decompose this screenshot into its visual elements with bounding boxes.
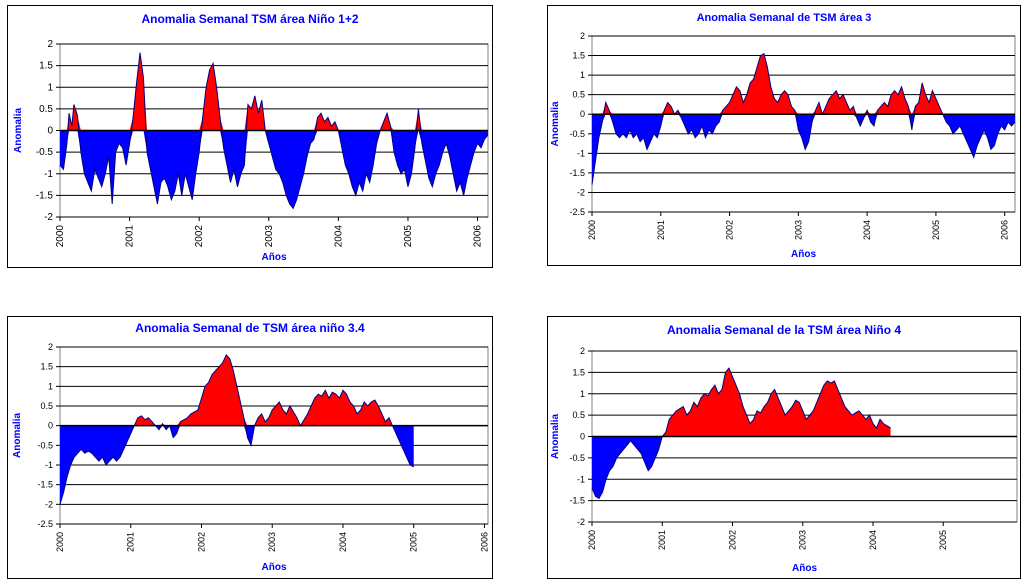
x-tick-label: 2005 bbox=[938, 530, 948, 550]
y-tick-label: 1 bbox=[580, 70, 585, 80]
y-tick-label: 2 bbox=[580, 31, 585, 41]
y-tick-label: 0.5 bbox=[572, 410, 585, 420]
y-tick-label: 1.5 bbox=[39, 61, 53, 72]
negative-anomaly-area bbox=[60, 130, 488, 209]
y-tick-label: -2 bbox=[577, 517, 585, 527]
x-tick-label: 2001 bbox=[657, 530, 667, 550]
y-tick-label: -0.5 bbox=[569, 453, 585, 463]
y-tick-label: 0 bbox=[580, 432, 585, 442]
anomaly-series-line bbox=[59, 52, 489, 210]
x-tick-label: 2004 bbox=[333, 225, 344, 248]
x-tick-label: 2001 bbox=[656, 220, 666, 240]
x-axis-label: Años bbox=[791, 249, 816, 260]
y-tick-label: -2 bbox=[44, 212, 53, 223]
y-tick-label: -1 bbox=[44, 169, 53, 180]
x-tick-label: 2003 bbox=[798, 530, 808, 550]
x-tick-label: 2000 bbox=[55, 532, 65, 552]
x-tick-label: 2001 bbox=[126, 532, 136, 552]
chart-panel-nino4: 2 1.5 1 0.5 0 -0.5 -1 -1.5 -2 2000 2001 2002 2003 200… bbox=[547, 316, 1021, 579]
y-axis-label: Anomalia bbox=[550, 101, 561, 146]
y-tick-label: -2.5 bbox=[37, 519, 53, 529]
x-tick-label: 2000 bbox=[587, 530, 597, 550]
plot-area bbox=[59, 346, 489, 525]
y-tick-label: -0.5 bbox=[36, 147, 54, 158]
y-tick-label: 0 bbox=[47, 126, 53, 137]
y-tick-label: -0.5 bbox=[569, 129, 585, 139]
y-tick-label: -2 bbox=[577, 187, 585, 197]
positive-anomaly-area bbox=[592, 368, 891, 437]
x-tick-label: 2004 bbox=[868, 530, 878, 550]
anomaly-series-line bbox=[591, 367, 891, 500]
chart-title: Anomalia Semanal de la TSM área Niño 4 bbox=[667, 323, 901, 337]
negative-anomaly-area bbox=[592, 114, 1015, 185]
y-axis-label: Anomalia bbox=[12, 413, 23, 458]
x-tick-label: 2001 bbox=[125, 225, 136, 248]
x-axis-label: Años bbox=[792, 563, 817, 574]
x-tick-label: 2000 bbox=[55, 225, 66, 248]
y-tick-label: 0.5 bbox=[39, 104, 53, 115]
x-axis-label: Años bbox=[262, 562, 287, 573]
y-tick-label: -2 bbox=[45, 499, 53, 509]
y-tick-label: 0 bbox=[48, 421, 53, 431]
x-tick-label: 2006 bbox=[479, 532, 489, 552]
x-tick-label: 2005 bbox=[931, 220, 941, 240]
chart-title: Anomalia Semanal de TSM área niño 3.4 bbox=[135, 321, 365, 335]
x-tick-label: 2006 bbox=[1000, 220, 1010, 240]
y-tick-label: -1 bbox=[577, 474, 585, 484]
anomaly-series-line bbox=[59, 353, 414, 505]
anomaly-series-line bbox=[591, 52, 1016, 185]
x-tick-label: 2000 bbox=[587, 220, 597, 240]
x-tick-label: 2006 bbox=[473, 225, 484, 248]
negative-anomaly-area bbox=[60, 425, 414, 505]
x-tick-label: 2004 bbox=[338, 532, 348, 552]
x-tick-label: 2003 bbox=[793, 220, 803, 240]
y-tick-label: -1.5 bbox=[569, 496, 585, 506]
y-tick-label: 1.5 bbox=[572, 367, 585, 377]
x-tick-label: 2005 bbox=[403, 225, 414, 248]
positive-anomaly-area bbox=[60, 354, 414, 426]
chart-panel-area3: 2 1.5 1 0.5 0 -0.5 -1 -1.5 -2 -2.5 2000 2001 2002 200… bbox=[547, 5, 1021, 266]
y-tick-label: 0.5 bbox=[40, 401, 53, 411]
x-tick-label: 2003 bbox=[267, 532, 277, 552]
y-tick-label: -0.5 bbox=[37, 440, 53, 450]
y-tick-label: 0.5 bbox=[572, 90, 585, 100]
x-tick-label: 2004 bbox=[862, 220, 872, 240]
x-tick-label: 2002 bbox=[194, 225, 205, 248]
y-tick-label: 1 bbox=[47, 82, 53, 93]
x-tick-label: 2002 bbox=[725, 220, 735, 240]
y-tick-label: 1.5 bbox=[40, 362, 53, 372]
chart-panel-nino34: 2 1.5 1 0.5 0 -0.5 -1 -1.5 -2 -2.5 2000 2001 2002 200… bbox=[7, 316, 493, 579]
chart-title: Anomalia Semanal TSM área Niño 1+2 bbox=[141, 12, 358, 26]
y-tick-label: 1 bbox=[580, 389, 585, 399]
y-tick-label: 1 bbox=[48, 381, 53, 391]
y-tick-label: 0 bbox=[580, 109, 585, 119]
negative-anomaly-area bbox=[592, 436, 891, 499]
y-tick-label: -1 bbox=[45, 460, 53, 470]
y-tick-label: -2.5 bbox=[569, 207, 585, 217]
x-tick-label: 2002 bbox=[727, 530, 737, 550]
x-axis-label: Años bbox=[262, 252, 287, 263]
y-tick-label: -1.5 bbox=[569, 168, 585, 178]
y-tick-label: 2 bbox=[580, 346, 585, 356]
y-tick-label: -1 bbox=[577, 148, 585, 158]
y-tick-label: 1.5 bbox=[572, 51, 585, 61]
x-tick-label: 2003 bbox=[264, 225, 275, 248]
y-tick-label: -1.5 bbox=[36, 190, 54, 201]
x-tick-label: 2005 bbox=[409, 532, 419, 552]
y-axis-label: Anomalia bbox=[13, 108, 24, 153]
y-tick-label: 2 bbox=[47, 39, 53, 50]
chart-panel-nino12: 2 1.5 1 0.5 0 -0.5 -1 -1.5 -2 2000 2001 2002 2003 200… bbox=[7, 5, 493, 268]
x-tick-label: 2002 bbox=[196, 532, 206, 552]
y-tick-label: 2 bbox=[48, 342, 53, 352]
y-axis-label: Anomalia bbox=[550, 414, 561, 459]
y-tick-label: -1.5 bbox=[37, 480, 53, 490]
chart-title: Anomalia Semanal de TSM área 3 bbox=[697, 12, 872, 24]
